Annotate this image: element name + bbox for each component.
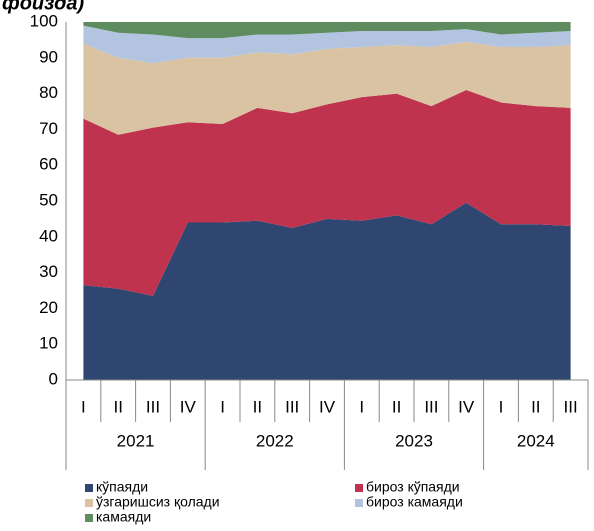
x-tick-label: II xyxy=(253,397,262,416)
legend-label: бироз кўпаяди xyxy=(366,479,460,495)
x-tick-label: III xyxy=(285,397,299,416)
x-tick-label: IV xyxy=(458,397,475,416)
x-tick-label: II xyxy=(392,397,401,416)
y-tick-label: 0 xyxy=(49,369,58,388)
legend-swatch xyxy=(355,484,363,492)
group-label: 2024 xyxy=(517,431,555,450)
y-tick-label: 60 xyxy=(39,155,58,174)
y-tick-label: 20 xyxy=(39,298,58,317)
group-label: 2021 xyxy=(117,431,155,450)
area xyxy=(83,202,571,380)
area xyxy=(83,90,571,296)
group-label: 2023 xyxy=(395,431,433,450)
legend-label: бироз камаяди xyxy=(366,494,463,510)
x-tick-label: I xyxy=(499,397,504,416)
y-tick-label: 30 xyxy=(39,262,58,281)
legend-label: камаяди xyxy=(96,509,151,525)
legend-swatch xyxy=(85,484,93,492)
y-tick-label: 10 xyxy=(39,334,58,353)
area xyxy=(83,22,571,39)
x-tick-label: I xyxy=(359,397,364,416)
x-tick-label: II xyxy=(113,397,122,416)
y-tick-label: 80 xyxy=(39,83,58,102)
area xyxy=(83,41,571,135)
x-tick-label: IV xyxy=(180,397,197,416)
legend-swatch xyxy=(85,514,93,522)
y-tick-label: 90 xyxy=(39,47,58,66)
legend-swatch xyxy=(355,499,363,507)
x-tick-label: III xyxy=(146,397,160,416)
y-tick-label: 50 xyxy=(39,190,58,209)
x-tick-label: III xyxy=(564,397,578,416)
area xyxy=(83,25,571,64)
y-tick-label: 70 xyxy=(39,119,58,138)
x-tick-label: II xyxy=(531,397,540,416)
legend-label: ўзгаришсиз қолади xyxy=(96,494,220,510)
x-tick-label: IV xyxy=(319,397,336,416)
legend-swatch xyxy=(85,499,93,507)
legend-label: кўпаяди xyxy=(96,479,148,495)
x-tick-label: I xyxy=(220,397,225,416)
chart-title: фоизда) xyxy=(2,0,85,14)
group-label: 2022 xyxy=(256,431,294,450)
y-tick-label: 40 xyxy=(39,226,58,245)
x-tick-label: III xyxy=(424,397,438,416)
y-tick-label: 100 xyxy=(30,11,58,30)
x-tick-label: I xyxy=(81,397,86,416)
